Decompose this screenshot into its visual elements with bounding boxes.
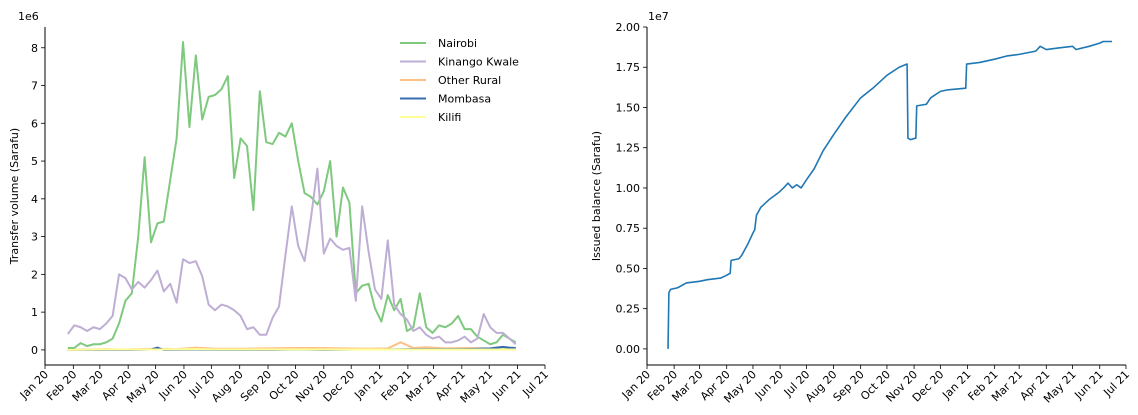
y-tick-label: 1.50 — [616, 101, 641, 114]
issued-balance-chart: 0.000.250.500.751.001.251.501.752.00Jan … — [590, 10, 1132, 406]
y-tick-label: 5 — [31, 155, 38, 168]
series-line-kinango-kwale — [67, 167, 517, 345]
legend-label-mombasa: Mombasa — [438, 93, 491, 106]
legend-label-other-rural: Other Rural — [438, 74, 501, 87]
x-tick-label: Jul 21 — [1100, 368, 1132, 400]
y-tick-label: 0.75 — [616, 222, 641, 235]
y-tick-label: 2 — [31, 268, 38, 281]
legend-label-kilifi: Kilifi — [438, 111, 461, 124]
x-tick-label: Jun 21 — [1071, 368, 1105, 402]
y-tick-label: 2.00 — [616, 21, 641, 34]
x-tick-label: Jun 21 — [489, 368, 523, 402]
series-line-kilifi — [67, 348, 516, 351]
x-tick-label: Aug 20 — [209, 368, 246, 405]
series-line-balance — [667, 40, 1112, 349]
x-tick-label: Jul 21 — [519, 368, 551, 400]
y-tick-label: 7 — [31, 80, 38, 93]
x-tick-label: Jun 20 — [752, 368, 786, 402]
legend-label-nairobi: Nairobi — [438, 37, 477, 50]
y-tick-label: 8 — [31, 42, 38, 55]
y-axis-label: Issued balance (Sarafu) — [590, 131, 603, 261]
y-tick-label: 1.75 — [616, 61, 641, 74]
y-tick-label: 6 — [31, 117, 38, 130]
y-tick-label: 0 — [31, 344, 38, 357]
x-tick-label: Sep 20 — [238, 368, 274, 404]
axis-scale-label: 1e7 — [648, 10, 669, 23]
y-axis-label: Transfer volume (Sarafu) — [8, 128, 21, 265]
y-tick-label: 0.00 — [616, 343, 641, 356]
x-tick-label: Sep 20 — [831, 368, 867, 404]
y-tick-label: 0.25 — [616, 303, 641, 316]
series-line-nairobi — [67, 41, 517, 350]
x-tick-label: Jun 20 — [156, 368, 190, 402]
y-tick-label: 0.50 — [616, 262, 641, 275]
legend-label-kinango-kwale: Kinango Kwale — [438, 56, 519, 69]
y-tick-label: 4 — [31, 193, 38, 206]
y-tick-label: 1.25 — [616, 142, 641, 155]
y-tick-label: 1.00 — [616, 182, 641, 195]
y-tick-label: 1 — [31, 306, 38, 319]
y-tick-label: 3 — [31, 231, 38, 244]
axis-scale-label: 1e6 — [18, 10, 39, 23]
